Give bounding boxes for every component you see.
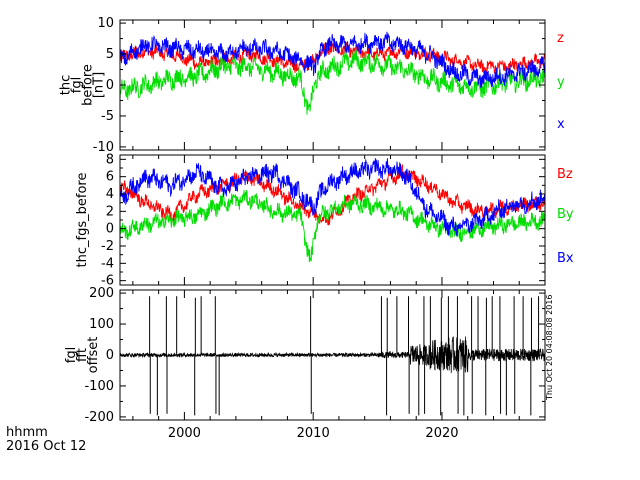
x-tick-label: 2000 — [168, 426, 201, 441]
y-tick-label: -100 — [84, 379, 114, 394]
series-line-Bz — [120, 164, 545, 226]
y-tick-label: 8 — [106, 152, 114, 167]
footer-line2: 2016 Oct 12 — [6, 439, 87, 454]
y-tick-label: 2 — [106, 204, 114, 219]
y-tick-label: -6 — [101, 274, 114, 289]
footer-line1: hhmm — [6, 425, 48, 440]
y-axis-label-line: thc_fgs_before — [75, 173, 90, 268]
legend-label-Bz: Bz — [557, 167, 573, 182]
series-line-y — [120, 49, 545, 115]
legend-label-Bx: Bx — [557, 251, 574, 266]
y-axis-label-line: fgl — [70, 77, 85, 93]
y-tick-label: -5 — [101, 109, 114, 124]
series-line-offset — [120, 336, 545, 374]
y-tick-label: -200 — [84, 410, 114, 425]
y-axis-label-line: before — [81, 64, 96, 106]
series-line-Bx — [120, 158, 545, 237]
y-tick-label: 100 — [89, 317, 114, 332]
y-axis-label-line: [nT] — [92, 72, 107, 98]
series-line-x — [120, 31, 545, 89]
y-tick-label: 0 — [106, 78, 114, 93]
y-tick-label: 5 — [106, 47, 114, 62]
y-tick-label: 4 — [106, 187, 114, 202]
y-tick-label: -4 — [101, 256, 114, 271]
series-line-By — [120, 189, 545, 262]
y-axis-label-line: fgl — [64, 347, 79, 363]
timestamp-label: Thu Oct 20 04:08:08 2016 — [545, 295, 554, 402]
legend-label-By: By — [557, 207, 574, 222]
y-tick-label: 10 — [97, 16, 114, 31]
plot-area — [120, 158, 545, 262]
y-tick-label: -10 — [93, 140, 114, 155]
x-tick-label: 2020 — [425, 426, 458, 441]
footer-text: hhmm 2016 Oct 12 — [6, 426, 86, 454]
legend-label-z: z — [557, 31, 564, 46]
y-tick-label: 6 — [106, 170, 114, 185]
y-tick-label: 200 — [89, 286, 114, 301]
y-axis-label-line: fft — [75, 348, 90, 362]
legend-label-x: x — [557, 117, 565, 132]
plot-area — [120, 31, 545, 115]
y-axis-label-line: offset — [86, 337, 101, 374]
series-line-z — [120, 40, 545, 75]
x-tick-label: 2010 — [297, 426, 330, 441]
y-tick-label: 0 — [106, 348, 114, 363]
panel-2: -6 -4 -2 0 2 4 6 8 thc_fgs_before Bz By Bx — [75, 152, 574, 288]
plot-area — [120, 296, 545, 416]
y-tick-label: 0 — [106, 222, 114, 237]
y-axis-label-line: thc — [59, 75, 74, 95]
legend-label-y: y — [557, 75, 565, 90]
y-tick-label: -2 — [101, 239, 114, 254]
